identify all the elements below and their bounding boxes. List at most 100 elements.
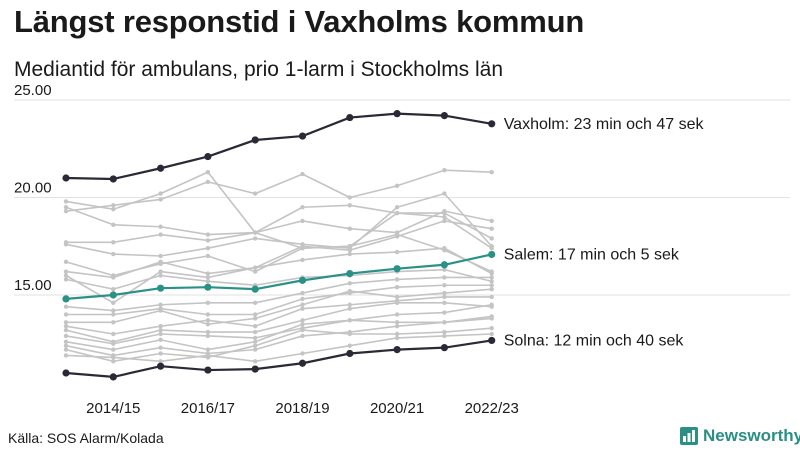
background-series-19-point xyxy=(489,331,494,337)
series-solna-point xyxy=(157,362,165,370)
background-series-8-point xyxy=(300,257,305,263)
background-series-8-point xyxy=(489,271,494,276)
background-series-4-point xyxy=(111,240,116,245)
series-vaxholm-point xyxy=(62,174,70,182)
source-note: Källa: SOS Alarm/Kolada xyxy=(8,430,164,446)
background-series-7-point xyxy=(111,275,116,280)
background-series-8 xyxy=(63,246,494,305)
background-series-19-point xyxy=(394,335,400,341)
background-series-9-point xyxy=(205,279,211,284)
background-series-16-point xyxy=(253,339,258,344)
background-series-10-point xyxy=(158,302,163,307)
background-series-7-line xyxy=(65,220,492,279)
background-series-13-point xyxy=(253,324,258,329)
background-series-9-line xyxy=(65,268,492,290)
background-series-14-point xyxy=(205,329,211,335)
background-series-12-point xyxy=(489,286,494,292)
background-series-17-point xyxy=(300,333,305,339)
background-series-5-point xyxy=(63,242,69,247)
background-series-18-point xyxy=(63,347,69,352)
background-series-4-line xyxy=(66,231,493,273)
background-series-8-point xyxy=(394,249,400,255)
background-series-19-point xyxy=(347,343,352,348)
background-series-17-point xyxy=(253,347,258,352)
background-series-11-point xyxy=(394,285,400,290)
background-series-6-point xyxy=(63,259,69,265)
background-series-2-point xyxy=(347,195,352,200)
background-series-2-point xyxy=(158,197,163,202)
background-series-5-point xyxy=(111,251,116,257)
background-series-15-point xyxy=(205,333,211,339)
series-salem-line xyxy=(65,253,492,300)
background-series-11-line xyxy=(66,284,492,316)
background-series-3-point xyxy=(111,222,116,227)
background-series-16-point xyxy=(347,318,352,323)
background-series-7-point xyxy=(63,269,69,274)
background-series-6-point xyxy=(253,269,258,274)
background-series-3-point xyxy=(347,226,352,231)
background-series-3-point xyxy=(63,205,69,210)
background-series-1-line xyxy=(65,171,493,249)
series-vaxholm xyxy=(62,110,496,183)
series-salem-point xyxy=(346,269,354,278)
series-vaxholm-label: Vaxholm: 23 min och 47 sek xyxy=(504,116,705,133)
background-series-12-line xyxy=(66,288,492,326)
background-series-7-point xyxy=(442,218,447,224)
background-series-18-point xyxy=(111,359,116,364)
series-vaxholm-point xyxy=(204,152,212,161)
background-series-6-point xyxy=(489,236,494,241)
background-series-2-point xyxy=(253,191,258,196)
background-series-2-point xyxy=(300,171,305,177)
background-series-5-point xyxy=(205,246,211,251)
series-solna-point xyxy=(488,336,496,345)
background-series-12-point xyxy=(394,294,400,300)
chart-subtitle: Mediantid för ambulans, prio 1-larm i St… xyxy=(14,58,504,81)
bar-chart-logo-icon xyxy=(680,427,698,445)
background-series-17-line xyxy=(65,317,492,357)
background-series-17-point xyxy=(489,316,494,321)
background-series-10-point xyxy=(63,304,69,309)
background-series-13-point xyxy=(489,294,494,300)
background-series-13-line xyxy=(65,296,492,335)
background-series-10-point xyxy=(111,308,116,313)
background-series-9-point xyxy=(489,279,494,284)
background-series-9-point xyxy=(63,277,69,282)
background-series-8-point xyxy=(253,265,258,270)
background-series-2-point xyxy=(63,208,69,214)
background-series-17-point xyxy=(63,343,69,348)
series-solna-point xyxy=(298,359,307,367)
background-series-18 xyxy=(63,325,494,364)
background-series-19 xyxy=(63,331,494,364)
background-series-1-point xyxy=(442,214,447,220)
background-series-9-point xyxy=(442,267,447,272)
background-series-2-point xyxy=(111,203,116,208)
series-vaxholm-point xyxy=(251,136,259,144)
background-series-5 xyxy=(63,191,494,259)
background-series-10-point xyxy=(300,290,305,296)
series-solna-point xyxy=(393,346,401,354)
background-series-14-point xyxy=(442,300,447,305)
series-salem-point xyxy=(251,285,259,293)
background-series-11-point xyxy=(111,312,116,317)
background-series-7-point xyxy=(347,247,352,253)
background-series-10-point xyxy=(253,300,258,305)
background-series-12-point xyxy=(347,288,352,294)
background-series-1-point xyxy=(111,207,116,212)
background-series-10-point xyxy=(205,300,211,305)
background-series-18-point xyxy=(158,351,163,356)
background-series-2-point xyxy=(442,168,447,173)
series-salem-point xyxy=(62,295,70,303)
background-series-10-point xyxy=(347,281,352,286)
background-series-3 xyxy=(63,205,494,237)
series-vaxholm-point xyxy=(440,112,448,120)
x-tick-label: 2016/17 xyxy=(181,400,235,417)
background-series-15-point xyxy=(158,331,163,337)
background-series-12 xyxy=(63,286,494,327)
background-series-6-point xyxy=(394,210,400,216)
y-axis-ticks: 25.00 20.00 15.00 xyxy=(14,82,52,294)
background-series-13 xyxy=(63,294,494,337)
background-series-16-point xyxy=(394,320,400,325)
background-series-18-point xyxy=(300,327,305,333)
background-series-14-point xyxy=(253,329,258,335)
